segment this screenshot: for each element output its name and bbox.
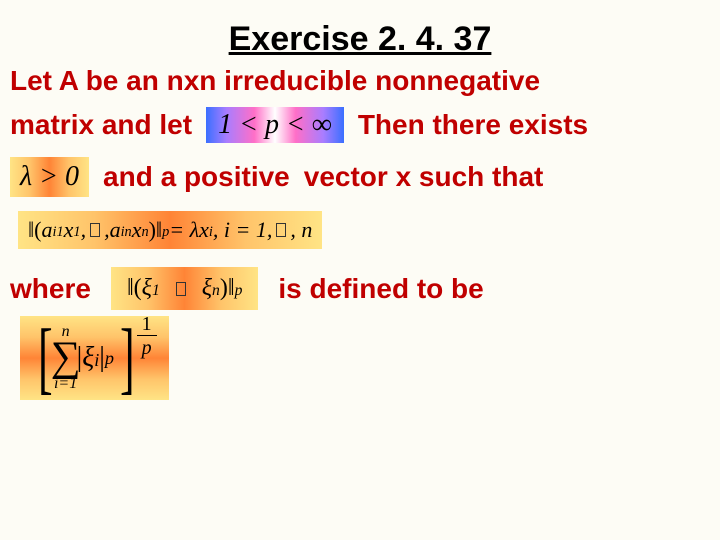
ndef-close: )‖ [220,275,235,302]
formula-norm-equation: ‖( ai1 x1 , , ain xn )‖p = λxi , i = 1, … [18,211,322,249]
text-and-positive: and a positive [103,161,290,193]
frac-den: p [137,336,157,360]
x-n-sub: n [141,224,148,241]
xi-n: ξ [202,275,212,302]
text-then-exists: Then there exists [358,109,588,141]
sum-pow-p: p [105,348,114,369]
ellipsis-box-2 [276,223,286,237]
statement-line-where: where ‖( ξ1 ξn )‖p is defined to be [10,267,710,310]
a-i1: a [42,217,53,243]
x-1: x [64,217,74,243]
statement-line-2: matrix and let 1 < p < ∞ Then there exis… [10,107,710,143]
xi-sub: i [209,224,213,241]
x-n: x [132,217,142,243]
norm-p-sub: p [162,224,169,241]
ellipsis-box-1 [90,223,100,237]
exponent-1-over-p: 1 p [137,313,157,360]
comma-1: , [81,217,87,243]
sum-xi-sub: i [94,350,99,371]
ndef-open: ‖( [127,275,142,302]
frac-num: 1 [137,313,157,336]
right-bracket: ] [120,322,135,394]
exercise-title: Exercise 2. 4. 37 [10,20,710,59]
text-defined: is defined to be [278,273,483,305]
sum-lower: i=1 [54,376,77,392]
formula-norm-def: ‖( ξ1 ξn )‖p [111,267,258,310]
i-eq-1: , i = 1, [213,217,272,243]
formula-sum-definition: [ n ∑ i=1 | ξi | p ] 1 p [20,316,169,400]
sum-xi: ξ [82,342,94,374]
a-in-sub: in [121,224,132,241]
norm-close: )‖ [149,217,163,243]
ellipsis-box-3 [176,282,186,296]
eq-lambda-xi: = λx [169,217,209,243]
xi-n-sub: n [212,282,220,300]
text-vector-x: vector x such that [304,161,544,193]
xi-1: ξ [142,275,152,302]
formula-p-range: 1 < p < ∞ [206,107,344,143]
x-1-sub: 1 [73,224,80,241]
left-bracket: [ [38,322,53,394]
a-in: a [110,217,121,243]
text-matrix-let: matrix and let [10,109,192,141]
norm-open: ‖( [28,217,42,243]
ndef-p-sub: p [235,282,243,300]
to-n: , n [290,217,312,243]
text-where: where [10,273,91,305]
a-i1-sub: i1 [53,224,64,241]
statement-line-3: λ > 0 and a positive vector x such that [10,157,710,197]
text-line-1: Let A be an nxn irreducible nonnegative [10,65,540,97]
formula-lambda: λ > 0 [10,157,89,197]
statement-line-1: Let A be an nxn irreducible nonnegative [10,65,710,97]
sum-body: | ξi | p [77,342,114,374]
xi-1-sub: 1 [152,282,160,300]
